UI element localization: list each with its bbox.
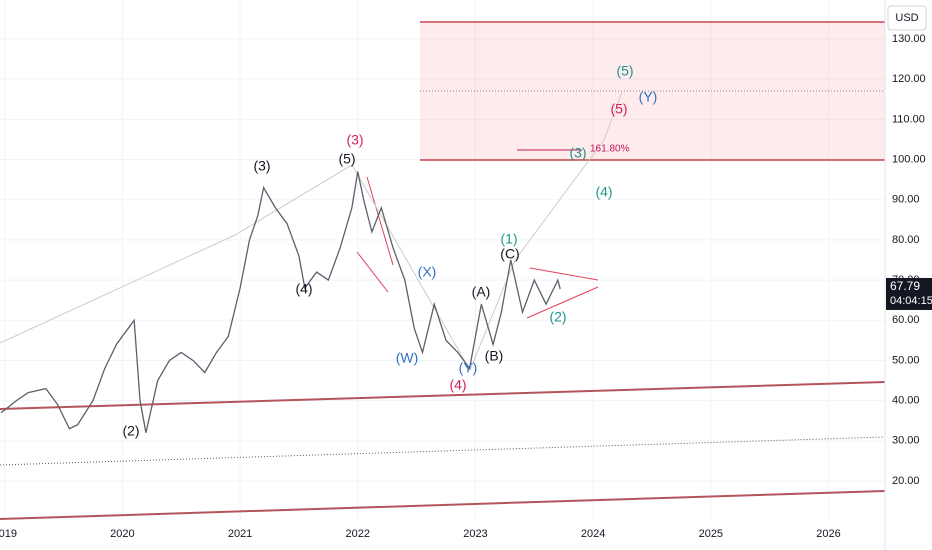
wave-label: (Y) bbox=[639, 89, 658, 105]
x-tick-label: 2021 bbox=[228, 528, 252, 540]
x-tick-label: 2020 bbox=[110, 528, 134, 540]
y-tick-label: 20.00 bbox=[892, 475, 920, 487]
wave-label: (3) bbox=[346, 132, 363, 148]
countdown: 04:04:15 bbox=[890, 295, 932, 307]
y-tick-label: 110.00 bbox=[892, 113, 925, 125]
x-tick-label: 2026 bbox=[816, 528, 840, 540]
y-tick-label: 30.00 bbox=[892, 435, 920, 447]
triangle-bottom bbox=[526, 286, 599, 319]
wave-label: (1) bbox=[500, 231, 517, 247]
channel-upper bbox=[0, 381, 886, 410]
y-tick-label: 40.00 bbox=[892, 395, 920, 407]
last-price: 67.79 bbox=[890, 279, 920, 293]
wave-label: (3) bbox=[569, 145, 586, 161]
triangle-top bbox=[529, 267, 599, 281]
wave-label: (3) bbox=[253, 158, 270, 174]
x-tick-label: 2023 bbox=[463, 528, 487, 540]
y-tick-label: 130.00 bbox=[892, 33, 926, 45]
wave-label: (5) bbox=[610, 101, 627, 117]
drawings bbox=[0, 21, 886, 520]
wave-label: (W) bbox=[396, 350, 419, 366]
wave-label: (B) bbox=[485, 348, 504, 364]
y-axis-panel bbox=[885, 0, 932, 550]
wave-label: (X) bbox=[418, 264, 437, 280]
channel-lower bbox=[0, 490, 886, 520]
y-tick-label: 50.00 bbox=[892, 354, 920, 366]
y-tick-label: 120.00 bbox=[892, 73, 926, 85]
wave-label: (2) bbox=[549, 309, 566, 325]
y-tick-label: 80.00 bbox=[892, 234, 920, 246]
x-tick-label: 2019 bbox=[0, 528, 17, 540]
wave-label: (4) bbox=[295, 281, 312, 297]
y-tick-label: 60.00 bbox=[892, 314, 920, 326]
wave-label: (4) bbox=[449, 377, 466, 393]
y-tick-label: 100.00 bbox=[892, 153, 926, 165]
price-line bbox=[0, 171, 561, 433]
channel-mid bbox=[0, 436, 886, 466]
wave-label: (5) bbox=[616, 63, 633, 79]
wedge-line bbox=[356, 251, 389, 293]
wave-label: (A) bbox=[472, 284, 491, 300]
currency-box[interactable] bbox=[887, 5, 927, 31]
y-tick-label: 90.00 bbox=[892, 194, 920, 206]
wave-label: (C) bbox=[500, 246, 519, 262]
wave-label: (4) bbox=[595, 184, 612, 200]
wave-label: (Y) bbox=[459, 360, 478, 376]
x-tick-label: 2022 bbox=[346, 528, 370, 540]
fib-label: 161.80% bbox=[590, 144, 630, 155]
wedge-line bbox=[366, 176, 394, 266]
price-badge bbox=[886, 277, 932, 310]
wave-label: (2) bbox=[122, 423, 139, 439]
currency: USD bbox=[895, 12, 918, 24]
wave-label: (5) bbox=[338, 151, 355, 167]
x-tick-label: 2025 bbox=[699, 528, 723, 540]
x-tick-label: 2024 bbox=[581, 528, 605, 540]
grid bbox=[0, 0, 885, 520]
